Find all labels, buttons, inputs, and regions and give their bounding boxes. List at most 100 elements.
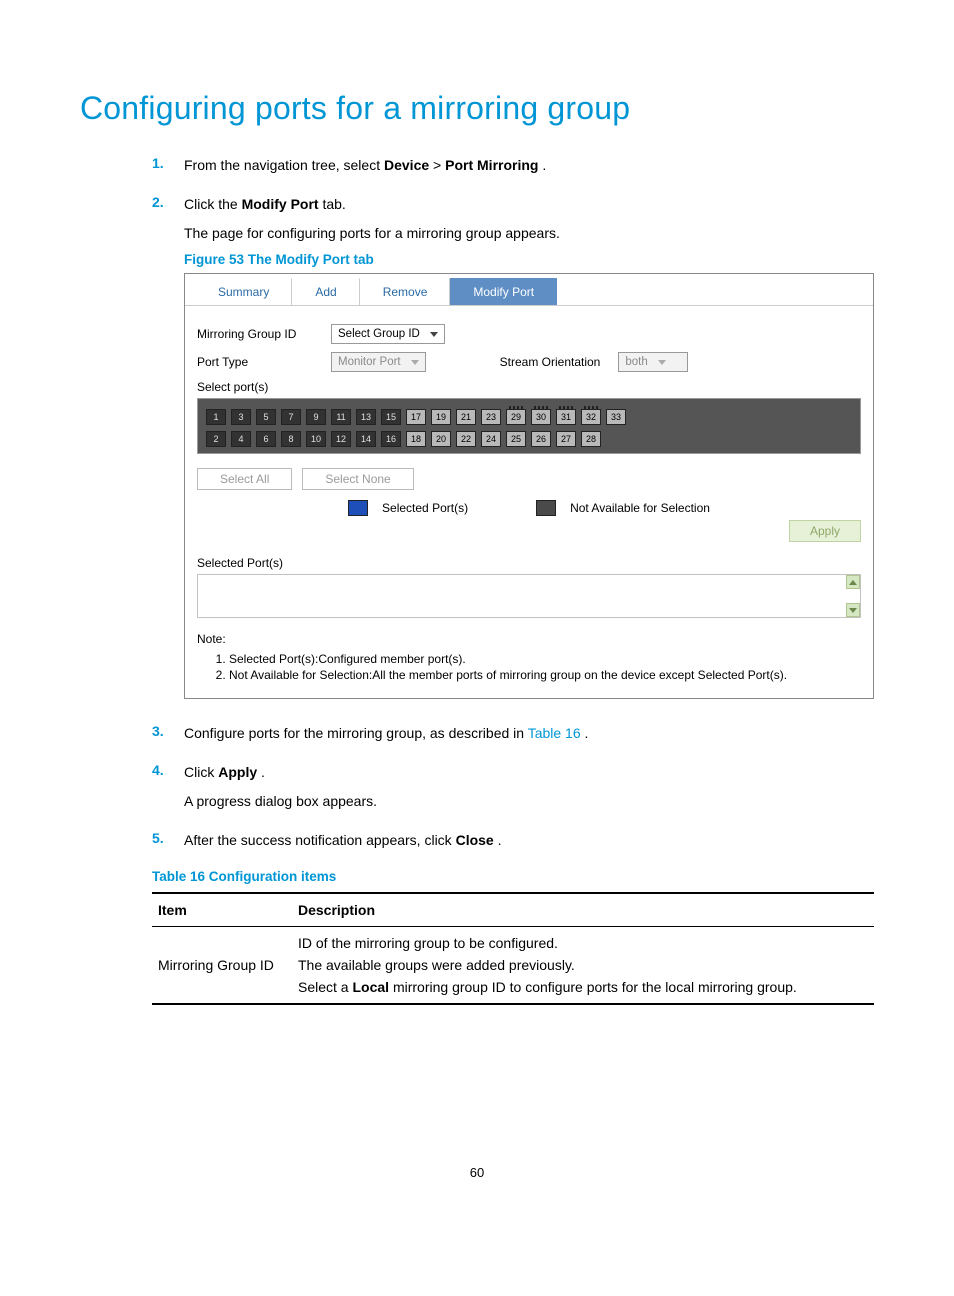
legend-label-selected: Selected Port(s) — [382, 501, 468, 515]
port-26[interactable]: 26 — [531, 431, 551, 447]
port-33[interactable]: 33 — [606, 409, 626, 425]
select-stream-orientation[interactable]: both — [618, 352, 688, 372]
select-all-button[interactable]: Select All — [197, 468, 292, 490]
scroll-down-button[interactable] — [846, 603, 860, 617]
step-number: 1. — [152, 155, 184, 184]
port-row-top: 13579111315171921232930313233 — [206, 409, 852, 425]
port-24[interactable]: 24 — [481, 431, 501, 447]
port-19[interactable]: 19 — [431, 409, 451, 425]
port-31[interactable]: 31 — [556, 409, 576, 425]
select-value: Monitor Port — [338, 356, 401, 368]
step-text: From the navigation tree, select Device … — [184, 155, 874, 176]
port-29[interactable]: 29 — [506, 409, 526, 425]
port-12[interactable]: 12 — [331, 431, 351, 447]
port-11[interactable]: 11 — [331, 409, 351, 425]
chevron-up-icon — [849, 580, 857, 585]
tab-modify-port[interactable]: Modify Port — [450, 278, 557, 305]
text: From the navigation tree, select — [184, 157, 384, 173]
tab-add[interactable]: Add — [292, 278, 359, 305]
th-description: Description — [292, 893, 874, 927]
selected-ports-list[interactable] — [197, 574, 861, 618]
ref-apply: Apply — [218, 764, 257, 780]
step-text: After the success notification appears, … — [184, 830, 874, 851]
port-3[interactable]: 3 — [231, 409, 251, 425]
label-group-id: Mirroring Group ID — [197, 327, 313, 341]
label-selected-ports: Selected Port(s) — [197, 556, 861, 570]
step-number: 2. — [152, 194, 184, 713]
port-32[interactable]: 32 — [581, 409, 601, 425]
text: Configure ports for the mirroring group,… — [184, 725, 528, 741]
port-23[interactable]: 23 — [481, 409, 501, 425]
link-table-16[interactable]: Table 16 — [528, 725, 581, 741]
bold-local: Local — [352, 979, 389, 995]
legend: Selected Port(s) Not Available for Selec… — [197, 500, 861, 516]
legend-swatch-na — [536, 500, 556, 516]
tab-row: Summary Add Remove Modify Port — [185, 274, 873, 306]
text: . — [585, 725, 589, 741]
port-10[interactable]: 10 — [306, 431, 326, 447]
legend-label-na: Not Available for Selection — [570, 501, 710, 515]
step-followup: A progress dialog box appears. — [184, 791, 874, 812]
port-16[interactable]: 16 — [381, 431, 401, 447]
step-2: 2. Click the Modify Port tab. The page f… — [152, 194, 874, 713]
port-13[interactable]: 13 — [356, 409, 376, 425]
nav-device: Device — [384, 157, 429, 173]
td-description: ID of the mirroring group to be configur… — [292, 927, 874, 1005]
select-none-button[interactable]: Select None — [302, 468, 413, 490]
port-27[interactable]: 27 — [556, 431, 576, 447]
desc-line: Select a Local mirroring group ID to con… — [298, 979, 868, 995]
step-text: Click Apply . — [184, 762, 874, 783]
tab-summary[interactable]: Summary — [195, 278, 292, 305]
port-7[interactable]: 7 — [281, 409, 301, 425]
label-stream-orientation: Stream Orientation — [500, 355, 601, 369]
tab-name-modify-port: Modify Port — [242, 196, 319, 212]
port-18[interactable]: 18 — [406, 431, 426, 447]
port-4[interactable]: 4 — [231, 431, 251, 447]
tab-remove[interactable]: Remove — [360, 278, 451, 305]
step-number: 3. — [152, 723, 184, 752]
port-9[interactable]: 9 — [306, 409, 326, 425]
port-17[interactable]: 17 — [406, 409, 426, 425]
port-14[interactable]: 14 — [356, 431, 376, 447]
step-text: Configure ports for the mirroring group,… — [184, 723, 874, 744]
step-3: 3. Configure ports for the mirroring gro… — [152, 723, 874, 752]
chevron-down-icon — [658, 360, 666, 365]
port-28[interactable]: 28 — [581, 431, 601, 447]
step-number: 4. — [152, 762, 184, 820]
apply-button[interactable]: Apply — [789, 520, 861, 542]
table-row: Mirroring Group ID ID of the mirroring g… — [152, 927, 874, 1005]
port-1[interactable]: 1 — [206, 409, 226, 425]
table-caption: Table 16 Configuration items — [152, 869, 874, 884]
text: > — [433, 157, 445, 173]
port-22[interactable]: 22 — [456, 431, 476, 447]
port-21[interactable]: 21 — [456, 409, 476, 425]
port-8[interactable]: 8 — [281, 431, 301, 447]
text: . — [498, 832, 502, 848]
text: Select a — [298, 979, 352, 995]
note-item: Not Available for Selection:All the memb… — [229, 668, 861, 682]
port-25[interactable]: 25 — [506, 431, 526, 447]
figure-53: Summary Add Remove Modify Port Mirroring… — [184, 273, 874, 699]
select-port-type[interactable]: Monitor Port — [331, 352, 426, 372]
th-item: Item — [152, 893, 292, 927]
chevron-down-icon — [411, 360, 419, 365]
port-2[interactable]: 2 — [206, 431, 226, 447]
select-group-id[interactable]: Select Group ID — [331, 324, 445, 344]
port-15[interactable]: 15 — [381, 409, 401, 425]
port-20[interactable]: 20 — [431, 431, 451, 447]
desc-line: The available groups were added previous… — [298, 957, 868, 973]
step-text: Click the Modify Port tab. — [184, 194, 874, 215]
procedure-list: 1. From the navigation tree, select Devi… — [152, 155, 874, 859]
table-16: Item Description Mirroring Group ID ID o… — [152, 892, 874, 1005]
label-select-ports: Select port(s) — [197, 380, 861, 394]
td-item: Mirroring Group ID — [152, 927, 292, 1005]
port-30[interactable]: 30 — [531, 409, 551, 425]
text: Click — [184, 764, 218, 780]
port-5[interactable]: 5 — [256, 409, 276, 425]
port-6[interactable]: 6 — [256, 431, 276, 447]
page-title: Configuring ports for a mirroring group — [80, 90, 874, 127]
text: Click the — [184, 196, 242, 212]
text: After the success notification appears, … — [184, 832, 456, 848]
row-port-type: Port Type Monitor Port Stream Orientatio… — [197, 352, 861, 372]
scroll-up-button[interactable] — [846, 575, 860, 589]
